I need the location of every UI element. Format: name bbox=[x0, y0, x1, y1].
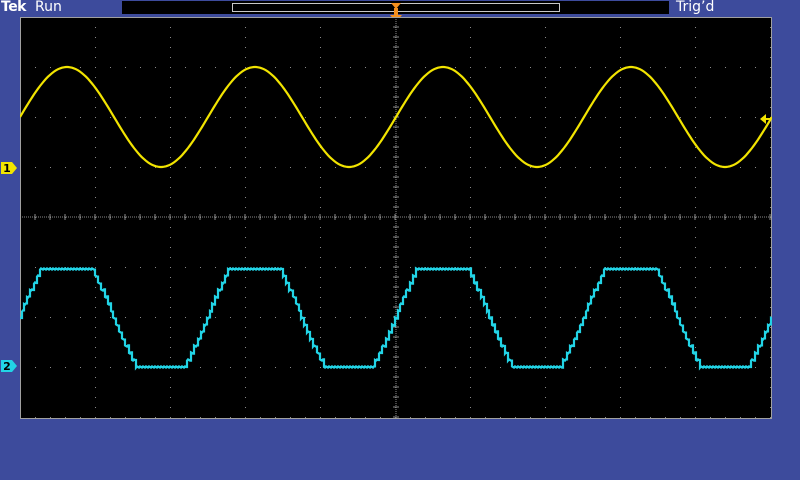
channel-2-marker-icon bbox=[1, 360, 17, 372]
waveform-display[interactable] bbox=[20, 17, 772, 419]
trigger-level-marker[interactable] bbox=[759, 113, 771, 125]
channel-1-label: 1 bbox=[3, 162, 11, 175]
channel-2-marker[interactable]: 2 bbox=[0, 359, 18, 373]
brand-logo: Tek bbox=[1, 0, 27, 15]
trigger-level-arrow-icon bbox=[760, 114, 766, 124]
channel-2-label: 2 bbox=[3, 360, 11, 373]
trigger-pointer-icon bbox=[391, 3, 401, 9]
channel-1-trace bbox=[20, 65, 772, 169]
acquisition-state[interactable]: Run bbox=[35, 0, 62, 15]
trigger-state: Trig’d bbox=[676, 0, 715, 15]
channel-1-marker[interactable]: 1 bbox=[0, 161, 18, 175]
trigger-stem-icon bbox=[394, 8, 398, 16]
channel-1-marker-icon bbox=[1, 162, 17, 174]
graticule-grid bbox=[20, 17, 772, 419]
trigger-level-tick bbox=[765, 118, 770, 120]
channel-2-trace bbox=[20, 266, 772, 371]
